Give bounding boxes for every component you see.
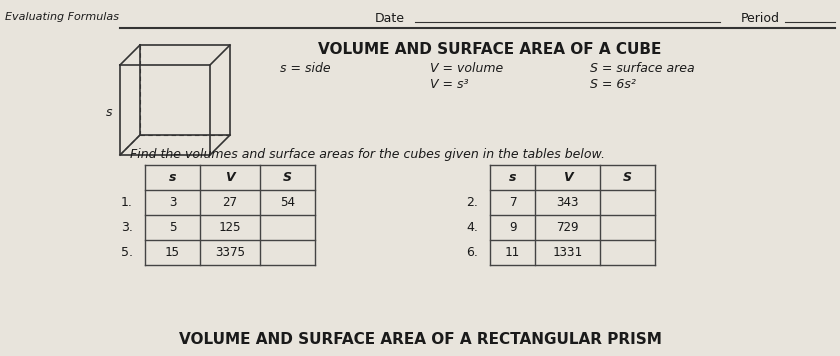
Text: 27: 27 bbox=[223, 196, 238, 209]
Text: 4.: 4. bbox=[466, 221, 478, 234]
Text: 729: 729 bbox=[556, 221, 579, 234]
Text: 343: 343 bbox=[556, 196, 579, 209]
Text: Find the volumes and surface areas for the cubes given in the tables below.: Find the volumes and surface areas for t… bbox=[130, 148, 605, 161]
Text: s = side: s = side bbox=[280, 62, 331, 75]
Text: 5: 5 bbox=[169, 221, 176, 234]
Text: V = volume: V = volume bbox=[430, 62, 503, 75]
Text: 6.: 6. bbox=[466, 246, 478, 259]
Text: 7: 7 bbox=[509, 196, 517, 209]
Text: 11: 11 bbox=[505, 246, 520, 259]
Text: V: V bbox=[225, 171, 235, 184]
Text: 2.: 2. bbox=[466, 196, 478, 209]
Text: Evaluating Formulas: Evaluating Formulas bbox=[5, 12, 119, 22]
Text: V: V bbox=[563, 171, 572, 184]
Text: 125: 125 bbox=[218, 221, 241, 234]
Text: 1.: 1. bbox=[121, 196, 133, 209]
Text: s: s bbox=[106, 105, 112, 119]
Text: 15: 15 bbox=[165, 246, 180, 259]
Text: Date: Date bbox=[375, 12, 405, 25]
Text: Period: Period bbox=[741, 12, 780, 25]
Text: s: s bbox=[509, 171, 517, 184]
Text: S: S bbox=[623, 171, 632, 184]
Text: VOLUME AND SURFACE AREA OF A RECTANGULAR PRISM: VOLUME AND SURFACE AREA OF A RECTANGULAR… bbox=[179, 332, 661, 347]
Text: 3375: 3375 bbox=[215, 246, 245, 259]
Text: 9: 9 bbox=[509, 221, 517, 234]
Text: 3.: 3. bbox=[121, 221, 133, 234]
Text: 54: 54 bbox=[280, 196, 295, 209]
Text: VOLUME AND SURFACE AREA OF A CUBE: VOLUME AND SURFACE AREA OF A CUBE bbox=[318, 42, 662, 57]
Text: 1331: 1331 bbox=[553, 246, 582, 259]
Text: 3: 3 bbox=[169, 196, 176, 209]
Text: 5.: 5. bbox=[121, 246, 133, 259]
Text: S = surface area: S = surface area bbox=[590, 62, 695, 75]
Text: S: S bbox=[283, 171, 292, 184]
Text: V = s³: V = s³ bbox=[430, 78, 469, 91]
Text: S = 6s²: S = 6s² bbox=[590, 78, 636, 91]
Text: s: s bbox=[169, 171, 176, 184]
